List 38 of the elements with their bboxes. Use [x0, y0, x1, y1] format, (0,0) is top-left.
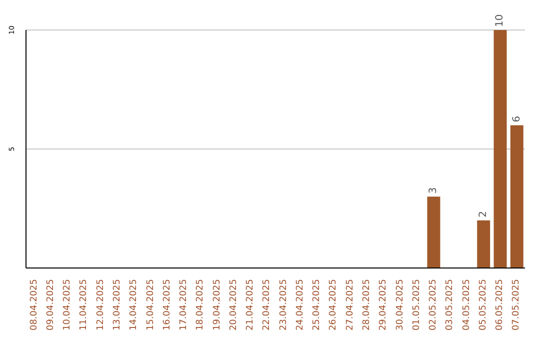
x-tick-label: 16.04.2025: [162, 279, 172, 331]
x-tick-label: 05.05.2025: [478, 279, 488, 331]
x-tick-label: 22.04.2025: [262, 279, 272, 331]
x-tick-label: 04.05.2025: [462, 279, 472, 331]
x-tick-label: 07.05.2025: [512, 279, 522, 331]
x-tick-label: 27.04.2025: [345, 279, 356, 331]
x-tick-label: 19.04.2025: [212, 279, 222, 331]
x-tick-label: 01.05.2025: [412, 279, 422, 331]
x-tick-label: 13.04.2025: [112, 279, 122, 331]
bar: [494, 30, 507, 268]
x-tick-label: 30.04.2025: [395, 279, 406, 331]
data-label: 3: [428, 187, 440, 194]
x-tick-label: 18.04.2025: [196, 279, 206, 331]
x-tick-label: 23.04.2025: [278, 279, 289, 331]
x-tick-label: 06.05.2025: [495, 279, 506, 331]
bar: [510, 125, 524, 268]
x-tick-label: 12.04.2025: [96, 279, 106, 331]
bar: [477, 220, 490, 268]
x-tick-label: 21.04.2025: [246, 279, 256, 331]
x-tick-label: 26.04.2025: [328, 279, 339, 331]
x-tick-label: 14.04.2025: [129, 279, 140, 331]
x-tick-label: 09.04.2025: [46, 279, 56, 331]
x-tick-label: 10.04.2025: [62, 279, 73, 331]
bar: [427, 196, 440, 268]
x-tick-label: 25.04.2025: [312, 279, 322, 331]
data-label: 6: [511, 116, 522, 122]
x-tick-label: 24.04.2025: [295, 279, 306, 331]
x-tick-label: 15.04.2025: [146, 279, 156, 331]
x-tick-label: 28.04.2025: [362, 279, 372, 331]
x-tick-label: 08.04.2025: [29, 279, 40, 331]
data-label: 2: [478, 211, 490, 218]
x-tick-label: 20.04.2025: [228, 279, 239, 331]
x-tick-label: 11.04.2025: [79, 279, 90, 331]
x-tick-label: 17.04.2025: [179, 279, 190, 331]
data-label: 10: [494, 14, 506, 27]
x-tick-label: 29.04.2025: [378, 279, 389, 331]
x-tick-label: 02.05.2025: [428, 279, 439, 331]
x-tick-label: 03.05.2025: [445, 279, 456, 331]
